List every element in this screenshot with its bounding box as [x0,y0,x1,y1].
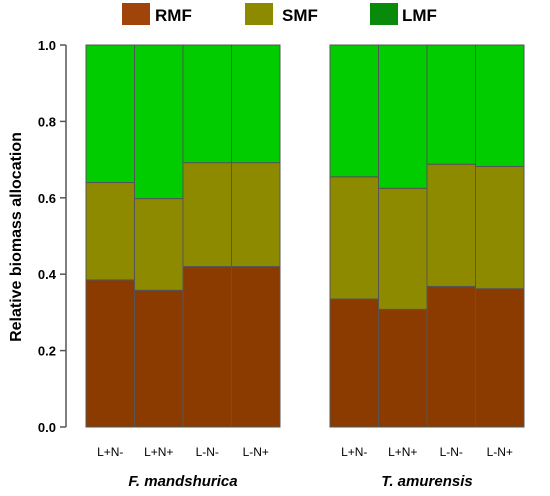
group-label: T. amurensis [381,473,472,490]
y-axis-title: Relative biomass allocation [8,132,25,342]
bar-segment-lmf [85,44,135,184]
y-axis: 0.0 0.2 0.4 0.6 0.8 1.0 [38,38,67,435]
x-category-label: L-N+ [487,445,513,459]
legend-swatch-rmf [122,3,150,25]
bar-segment-lmf [329,44,379,178]
bar-segment-smf [475,165,525,290]
legend-label-rmf: RMF [155,6,192,25]
x-category-label: L-N- [196,445,219,459]
bar-segment-rmf [426,285,476,428]
group-label: F. mandshurica [128,473,237,490]
bar-segment-rmf [134,289,184,428]
x-axis-labels: L+N- L+N+ L-N- L-N+ F. mandshurica L+N- L+N+ L-… [97,445,513,490]
bar-segment-lmf [134,44,184,200]
bar-segment-smf [231,162,281,268]
y-tick-label: 0.6 [38,191,56,206]
bar-segment-rmf [182,266,232,428]
y-tick-label: 0.0 [38,420,56,435]
bar-segment-smf [85,182,135,281]
x-category-label: L+N- [341,445,367,459]
bar-segment-lmf [182,44,232,164]
x-category-label: L+N+ [144,445,173,459]
bars [85,44,525,428]
bar-segment-lmf [231,44,281,164]
y-tick-label: 0.8 [38,114,56,129]
bar-segment-rmf [378,308,428,428]
bar-segment-smf [378,187,428,310]
bar-segment-lmf [426,44,476,165]
bar-segment-smf [182,162,232,268]
bar-segment-rmf [329,298,379,428]
x-category-label: L+N- [97,445,123,459]
legend-label-smf: SMF [282,6,318,25]
legend-swatch-lmf [370,3,398,25]
bar-segment-smf [426,163,476,287]
y-tick-label: 1.0 [38,38,56,53]
x-category-label: L-N+ [243,445,269,459]
bar-segment-lmf [475,44,525,167]
bar-segment-rmf [231,266,281,428]
y-tick-label: 0.2 [38,344,56,359]
bar-segment-lmf [378,44,428,189]
legend-swatch-smf [245,3,273,25]
bar-segment-smf [134,198,184,291]
bar-segment-smf [329,176,379,300]
legend-label-lmf: LMF [402,6,437,25]
bar-segment-rmf [475,288,525,428]
x-category-label: L-N- [440,445,463,459]
legend: RMF SMF LMF [122,3,437,25]
bar-segment-rmf [85,279,135,428]
x-category-label: L+N+ [388,445,417,459]
y-tick-label: 0.4 [38,267,57,282]
